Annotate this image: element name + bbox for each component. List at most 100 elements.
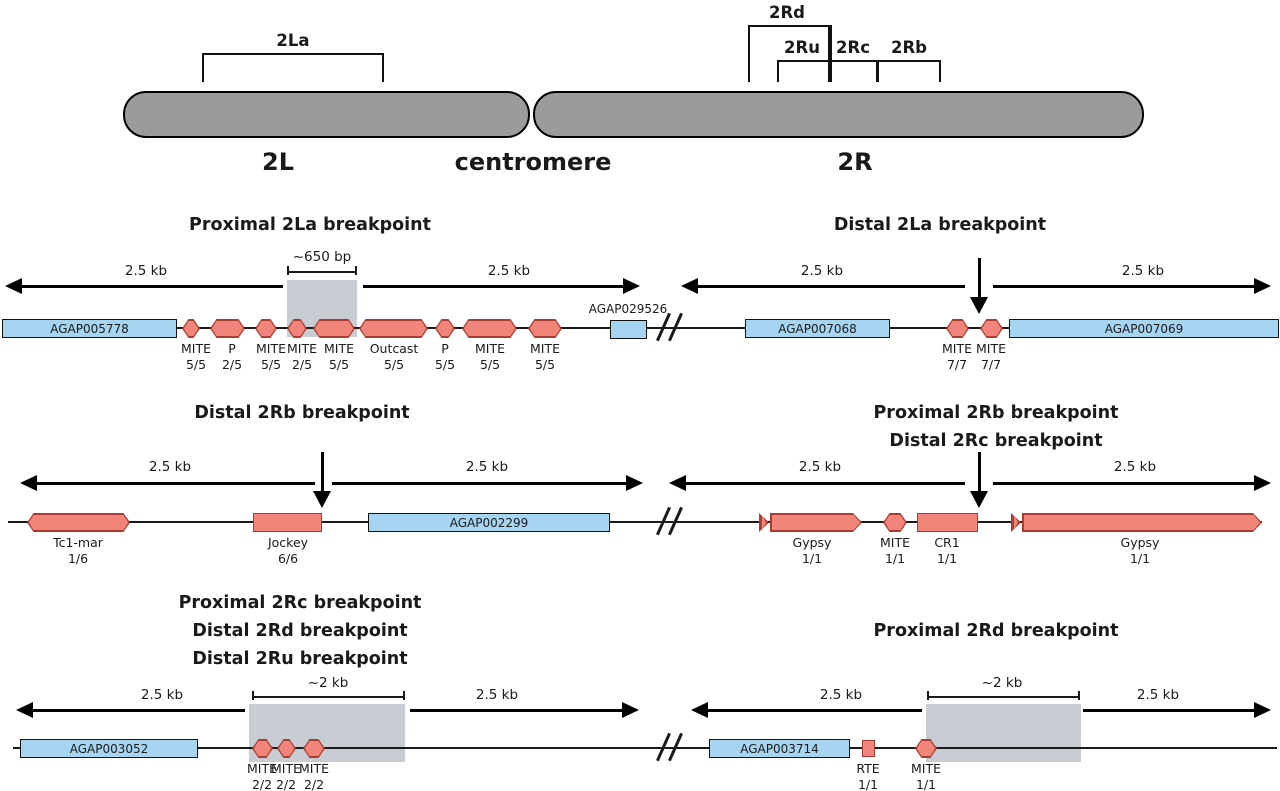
te-cr1 xyxy=(917,513,978,532)
panel-title: Distal 2Ru breakpoint xyxy=(192,649,408,669)
breakpoint-arrowhead xyxy=(970,491,988,508)
te-gypsy-fragment xyxy=(1011,513,1021,532)
scale-arrow-right xyxy=(332,482,626,485)
ruler-tick xyxy=(403,691,405,700)
gene-label: AGAP002299 xyxy=(449,515,529,530)
te-label: Jockey 6/6 xyxy=(267,535,309,566)
te-gypsy-fragment xyxy=(759,513,769,532)
inversion-label-2rb: 2Rb xyxy=(891,38,927,57)
region-size-label: ~650 bp xyxy=(292,249,352,265)
panel-title: Distal 2La breakpoint xyxy=(833,215,1047,235)
scale-arrow-left xyxy=(31,709,245,712)
scale-arrow-left xyxy=(684,482,965,485)
te-label: MITE 7/7 xyxy=(975,341,1006,372)
panel-title: Proximal 2Rd breakpoint xyxy=(873,621,1119,641)
gene-box: AGAP005778 xyxy=(2,319,177,338)
scale-arrow-right xyxy=(410,709,622,712)
te-label: MITE 2/2 xyxy=(298,761,329,791)
te-mite xyxy=(303,739,325,758)
te-mite xyxy=(883,513,907,532)
scale-arrow-left xyxy=(35,482,315,485)
gene-box: AGAP007068 xyxy=(745,319,890,338)
panel-title: Distal 2Rd breakpoint xyxy=(192,621,408,641)
te-label: Gypsy 1/1 xyxy=(792,535,832,566)
scale-arrow-left xyxy=(20,285,283,288)
scale-arrowhead-right xyxy=(1254,277,1271,294)
gene-box: AGAP007069 xyxy=(1009,319,1279,338)
scale-label-left: 2.5 kb xyxy=(124,263,168,279)
te-label: Tc1-mar 1/6 xyxy=(53,535,103,566)
scale-label-right: 2.5 kb xyxy=(475,687,519,703)
te-mite xyxy=(462,319,517,338)
scale-label-right: 2.5 kb xyxy=(1136,687,1180,703)
te-mite xyxy=(313,319,355,338)
gene-label: AGAP003052 xyxy=(69,741,149,756)
scale-arrowhead-left xyxy=(5,277,22,294)
te-rte xyxy=(862,740,875,757)
gene-box: AGAP003052 xyxy=(20,739,198,758)
arm-label-2l: 2L xyxy=(262,148,294,176)
breakpoint-arrow xyxy=(320,452,324,492)
gene-box: AGAP002299 xyxy=(368,513,610,532)
te-label: Outcast 5/5 xyxy=(369,341,419,372)
scale-arrow-right xyxy=(363,285,623,288)
bracket-divider-2rc-2rb xyxy=(876,60,879,82)
scale-arrow-right xyxy=(993,482,1254,485)
te-label: MITE 5/5 xyxy=(255,341,286,372)
scale-arrowhead-left xyxy=(16,701,33,718)
te-outcast xyxy=(359,319,428,338)
panel-title: Proximal 2Rc breakpoint xyxy=(178,593,422,613)
scale-arrow-left xyxy=(696,285,965,288)
te-mite xyxy=(915,739,937,758)
breakpoint-arrow xyxy=(977,452,981,492)
inversion-label-2rd: 2Rd xyxy=(769,3,805,22)
te-jockey xyxy=(253,513,322,532)
scale-label-right: 2.5 kb xyxy=(487,263,531,279)
te-label: P 2/5 xyxy=(221,341,243,372)
ruler-tick xyxy=(355,266,357,275)
sequence-line xyxy=(672,327,1279,329)
breakpoint-region-highlight xyxy=(249,704,405,762)
te-label: RTE 1/1 xyxy=(856,761,880,791)
te-p xyxy=(435,319,455,338)
te-label: MITE 2/2 xyxy=(246,761,277,791)
te-mite xyxy=(277,739,296,758)
breakpoint-arrow xyxy=(977,258,981,298)
sequence-line xyxy=(13,747,672,749)
te-label: MITE 5/5 xyxy=(474,341,505,372)
scale-arrowhead-right xyxy=(1254,701,1271,718)
scale-arrowhead-left xyxy=(691,701,708,718)
te-label: Gypsy 1/1 xyxy=(1120,535,1160,566)
ruler-tick xyxy=(252,691,254,700)
ruler-tick xyxy=(927,691,929,700)
bracket-2rd-right-arm xyxy=(828,25,832,82)
bracket-2rd xyxy=(748,25,830,82)
scale-arrowhead-left xyxy=(669,474,686,491)
te-label: MITE 7/7 xyxy=(941,341,972,372)
region-size-label: ~2 kb xyxy=(307,675,349,691)
te-label: MITE 5/5 xyxy=(180,341,211,372)
inversion-label-2rc: 2Rc xyxy=(836,38,870,57)
arm-label-2r: 2R xyxy=(837,148,873,176)
sequence-line xyxy=(8,521,672,523)
te-mite xyxy=(528,319,562,338)
bracket-2la xyxy=(202,53,384,82)
panel-title: Proximal 2Rb breakpoint xyxy=(873,403,1119,423)
scale-arrow-right xyxy=(1083,709,1254,712)
gene-box xyxy=(610,320,647,339)
ruler-tick xyxy=(287,266,289,275)
panel-title: Distal 2Rb breakpoint xyxy=(194,403,410,423)
breakpoint-arrowhead xyxy=(313,491,331,508)
bracket-2ru-2rc-2rb xyxy=(777,60,941,82)
te-mite xyxy=(255,319,277,338)
ruler-tick xyxy=(1078,691,1080,700)
panel-title: Proximal 2La breakpoint xyxy=(189,215,431,235)
gene-label: AGAP007069 xyxy=(1104,321,1184,336)
te-label: MITE 2/2 xyxy=(270,761,301,791)
te-label: CR1 1/1 xyxy=(934,535,960,566)
te-p xyxy=(210,319,245,338)
te-tc1-mar xyxy=(27,513,130,532)
panel-title: Distal 2Rc breakpoint xyxy=(889,431,1103,451)
scale-label-right: 2.5 kb xyxy=(465,459,509,475)
scale-label-right: 2.5 kb xyxy=(1113,459,1157,475)
